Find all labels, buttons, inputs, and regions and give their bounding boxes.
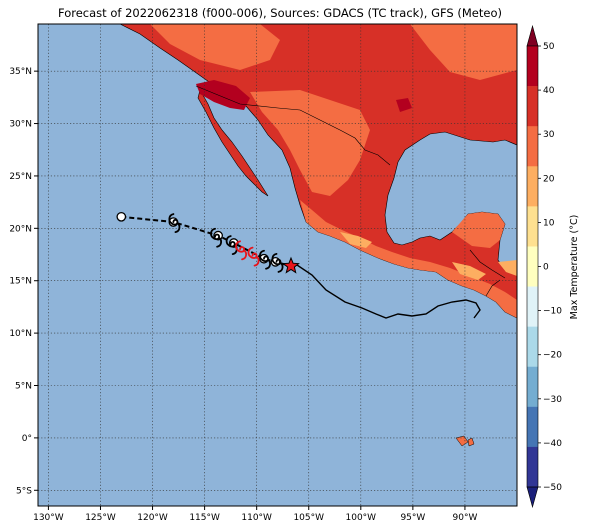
current-position: [282, 256, 300, 274]
lat-tick-label: 5°N: [15, 382, 32, 392]
lat-tick-label: 0°: [22, 434, 32, 444]
colorbar-segment: [527, 326, 538, 368]
colorbar-tick-label: −50: [543, 483, 562, 493]
lat-tick-label: 25°N: [9, 172, 32, 182]
temp-band-mild-2: [452, 262, 486, 280]
colorbar-tick-label: 10: [543, 218, 555, 228]
colorbar-tick-label: 40: [543, 86, 555, 96]
lon-tick-label: 120°W: [137, 513, 168, 523]
colorbar-extend-bottom: [526, 486, 539, 509]
colorbar-segment: [527, 406, 538, 448]
colorbar-tick-label: 30: [543, 130, 555, 140]
colorbar-segment: [527, 286, 538, 327]
storm-symbol: [271, 253, 284, 273]
lon-tick-label: 125°W: [85, 513, 116, 523]
colorbar-tick-label: −40: [543, 439, 562, 449]
map-frame: [37, 23, 518, 507]
colorbar-segment: [527, 206, 538, 247]
colorbar-tick-label: 20: [543, 174, 555, 184]
temp-band-warm-yucatan: [452, 212, 505, 248]
colorbar-segment: [527, 446, 538, 488]
colorbar-extend-top: [526, 24, 539, 47]
lon-ticks: 130°W 125°W 120°W 115°W 110°W 105°W 100°W 95°W 9…: [33, 506, 477, 523]
temp-band-mild-1: [340, 232, 372, 248]
colorbar-tick-label: 0: [543, 263, 549, 273]
temp-band-warm-north: [150, 24, 280, 70]
colorbar-tick-label: −10: [543, 307, 562, 317]
lon-tick-label: 90°W: [453, 513, 478, 523]
lat-tick-label: 30°N: [9, 120, 32, 130]
land-baja-california: [197, 89, 269, 197]
storm-symbol: [235, 240, 247, 261]
lon-tick-label: 130°W: [33, 513, 64, 523]
land-layer: [119, 24, 517, 447]
lon-tick-label: 95°W: [400, 513, 425, 523]
track-point: [116, 211, 127, 222]
lat-tick-label: 15°N: [9, 277, 32, 287]
temp-band-hot-spot: [396, 98, 412, 112]
colorbar-segment: [527, 86, 538, 127]
temp-band-warm-east: [410, 24, 517, 80]
temp-band-warm-interior: [250, 90, 370, 196]
colorbar-tick-label: −30: [543, 395, 562, 405]
colorbar: 50 40 30 20 10 0 −10 −20 −30 −40 −50: [526, 24, 562, 509]
colorbar-label: Max Temperature (°C): [569, 215, 580, 320]
storm-symbol: [168, 213, 181, 233]
lat-tick-label: 35°N: [9, 67, 32, 77]
colorbar-tick-label: 50: [543, 42, 555, 52]
lon-tick-label: 105°W: [293, 513, 324, 523]
map-title: Forecast of 2022062318 (f000-006), Sourc…: [58, 6, 502, 20]
colorbar-segment: [527, 46, 538, 87]
temp-band-warm-coast: [300, 200, 517, 318]
colorbar-segment: [527, 126, 538, 167]
lon-tick-label: 100°W: [346, 513, 377, 523]
lat-tick-label: 20°N: [9, 224, 32, 234]
storm-symbol: [210, 227, 222, 248]
storm-symbols: [168, 213, 284, 273]
lon-tick-label: 110°W: [241, 513, 272, 523]
colorbar-segment: [527, 246, 538, 287]
border-lines: [195, 85, 506, 297]
forecast-swath-line: [296, 264, 481, 319]
colorbar-tick-label: −20: [543, 351, 562, 361]
temp-band-mild-3: [498, 260, 517, 276]
storm-symbol: [259, 249, 271, 270]
lat-tick-label: 10°N: [9, 329, 32, 339]
storm-symbol: [247, 246, 260, 267]
lon-tick-label: 115°W: [189, 513, 220, 523]
lat-ticks: 5°S 0° 5°N 10°N 15°N 20°N 25°N 30°N 35°N: [9, 67, 38, 496]
lat-tick-label: 5°S: [16, 486, 32, 496]
current-position-star: [282, 256, 300, 274]
colorbar-segment: [527, 366, 538, 408]
colorbar-segment: [527, 166, 538, 207]
